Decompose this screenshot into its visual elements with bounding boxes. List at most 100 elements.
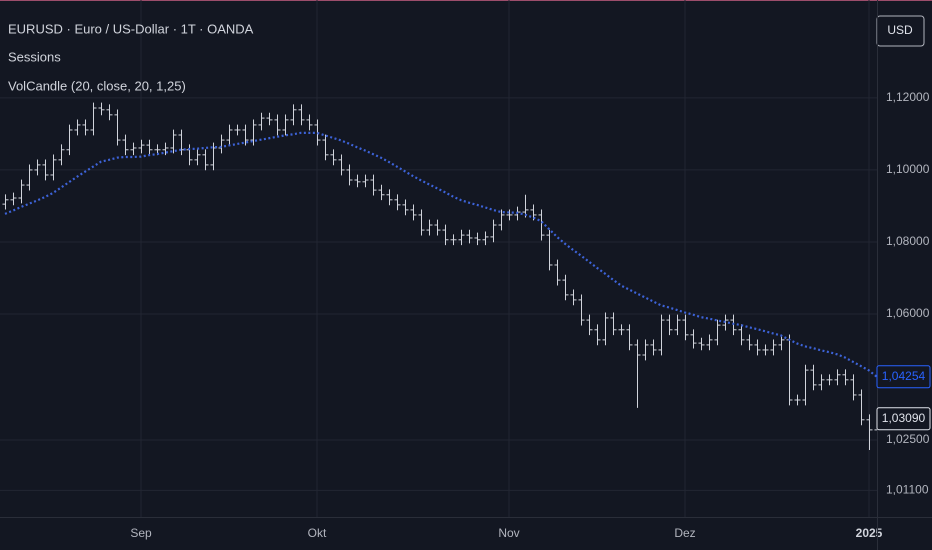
ohlc-bar: [554, 259, 561, 286]
ohlc-bar: [762, 344, 769, 356]
ohlc-bar: [802, 364, 809, 406]
ohlc-bar: [386, 189, 393, 206]
ohlc-bar: [226, 124, 233, 146]
ohlc-bar: [458, 229, 465, 246]
ohlc-bar: [146, 139, 153, 156]
ohlc-bar: [10, 192, 17, 206]
ohlc-bar: [266, 112, 273, 126]
ohlc-bar: [330, 149, 337, 166]
price-badge-label: 1,04254: [882, 369, 926, 383]
ohlc-bar: [26, 164, 33, 191]
ohlc-bar: [666, 314, 673, 336]
ohlc-bar: [618, 324, 625, 336]
ohlc-bar: [738, 324, 745, 346]
ohlc-bar: [570, 289, 577, 306]
ohlc-bar: [698, 337, 705, 351]
ohlc-bar: [170, 129, 177, 154]
ma-line: [4, 131, 878, 378]
ohlc-bar: [674, 314, 681, 336]
ohlc-bar: [474, 232, 481, 246]
price-badge-label: 1,03090: [882, 411, 926, 425]
ohlc-bar: [626, 324, 633, 351]
ohlc-bar: [378, 184, 385, 201]
ohlc-bar: [834, 369, 841, 386]
ohlc-bar: [138, 139, 145, 154]
chart-title: EURUSD · Euro / US-Dollar · 1T · OANDA: [8, 21, 254, 36]
ohlc-bar: [754, 339, 761, 356]
ohlc-bar: [426, 219, 433, 236]
ohlc-bar: [490, 219, 497, 243]
x-tick-label: 2025: [856, 526, 883, 540]
ohlc-bar: [394, 194, 401, 211]
ohlc-bar: [642, 339, 649, 361]
ohlc-bar: [370, 174, 377, 196]
ohlc-bar: [810, 364, 817, 391]
ohlc-bar: [546, 229, 553, 271]
ohlc-bar: [690, 329, 697, 349]
ohlc-bar: [322, 134, 329, 161]
y-tick-label: 1,08000: [886, 234, 930, 248]
ohlc-bar: [586, 314, 593, 336]
y-tick-label: 1,01100: [886, 483, 929, 497]
ohlc-bar: [114, 109, 121, 146]
ohlc-bar: [538, 209, 545, 241]
ohlc-bar: [2, 194, 9, 210]
ohlc-bar: [450, 234, 457, 246]
y-tick-label: 1,02500: [886, 432, 930, 446]
ohlc-bar: [402, 199, 409, 216]
ohlc-bar: [794, 394, 801, 406]
ohlc-bar: [658, 314, 665, 356]
ohlc-bar: [162, 142, 169, 156]
indicator-label[interactable]: Sessions: [8, 49, 61, 64]
ohlc-bar: [82, 119, 89, 136]
ohlc-bar: [714, 319, 721, 346]
ohlc-bar: [730, 314, 737, 336]
ohlc-bar: [466, 229, 473, 244]
ohlc-bar: [650, 339, 657, 356]
ohlc-bar: [842, 369, 849, 386]
ohlc-bar: [306, 114, 313, 131]
ohlc-bar: [58, 144, 65, 166]
ohlc-bar: [578, 294, 585, 326]
ohlc-bar: [346, 164, 353, 186]
ohlc-bar: [418, 209, 425, 236]
ohlc-bar: [258, 112, 265, 131]
ohlc-bar: [106, 104, 113, 121]
indicator-label[interactable]: VolCandle (20, close, 20, 1,25): [8, 78, 186, 93]
ohlc-bar: [202, 149, 209, 171]
ohlc-bar: [482, 231, 489, 246]
ohlc-bar: [354, 174, 361, 188]
ohlc-bar: [410, 204, 417, 221]
ohlc-bar: [850, 374, 857, 401]
ohlc-bar: [274, 114, 281, 136]
price-badge: [876, 365, 931, 389]
ohlc-bar: [290, 104, 297, 126]
price-badge: [876, 407, 931, 431]
ohlc-bar: [682, 314, 689, 341]
ohlc-bar: [90, 102, 97, 136]
ohlc-bar: [18, 179, 25, 204]
ohlc-bar: [122, 134, 129, 156]
ohlc-bar: [706, 334, 713, 351]
ohlc-bar: [282, 114, 289, 136]
ohlc-bar: [42, 159, 49, 181]
ohlc-bar: [434, 219, 441, 236]
grid: [0, 0, 877, 517]
ohlc-bar: [818, 374, 825, 391]
ohlc-bar: [50, 154, 57, 181]
ohlc-bar: [602, 312, 609, 346]
ohlc-bar: [826, 374, 833, 386]
ohlc-bar: [234, 124, 241, 136]
ohlc-bar: [562, 274, 569, 301]
ohlc-bar: [506, 209, 513, 221]
ohlc-bar: [594, 324, 601, 346]
ohlc-bar: [778, 334, 785, 351]
ohlc-bar: [250, 119, 257, 146]
y-tick-label: 1,10000: [886, 162, 930, 176]
ohlc-bar: [770, 339, 777, 356]
ohlc-bar: [66, 124, 73, 156]
ohlc-bar: [498, 209, 505, 231]
ohlc-bar: [194, 149, 201, 166]
